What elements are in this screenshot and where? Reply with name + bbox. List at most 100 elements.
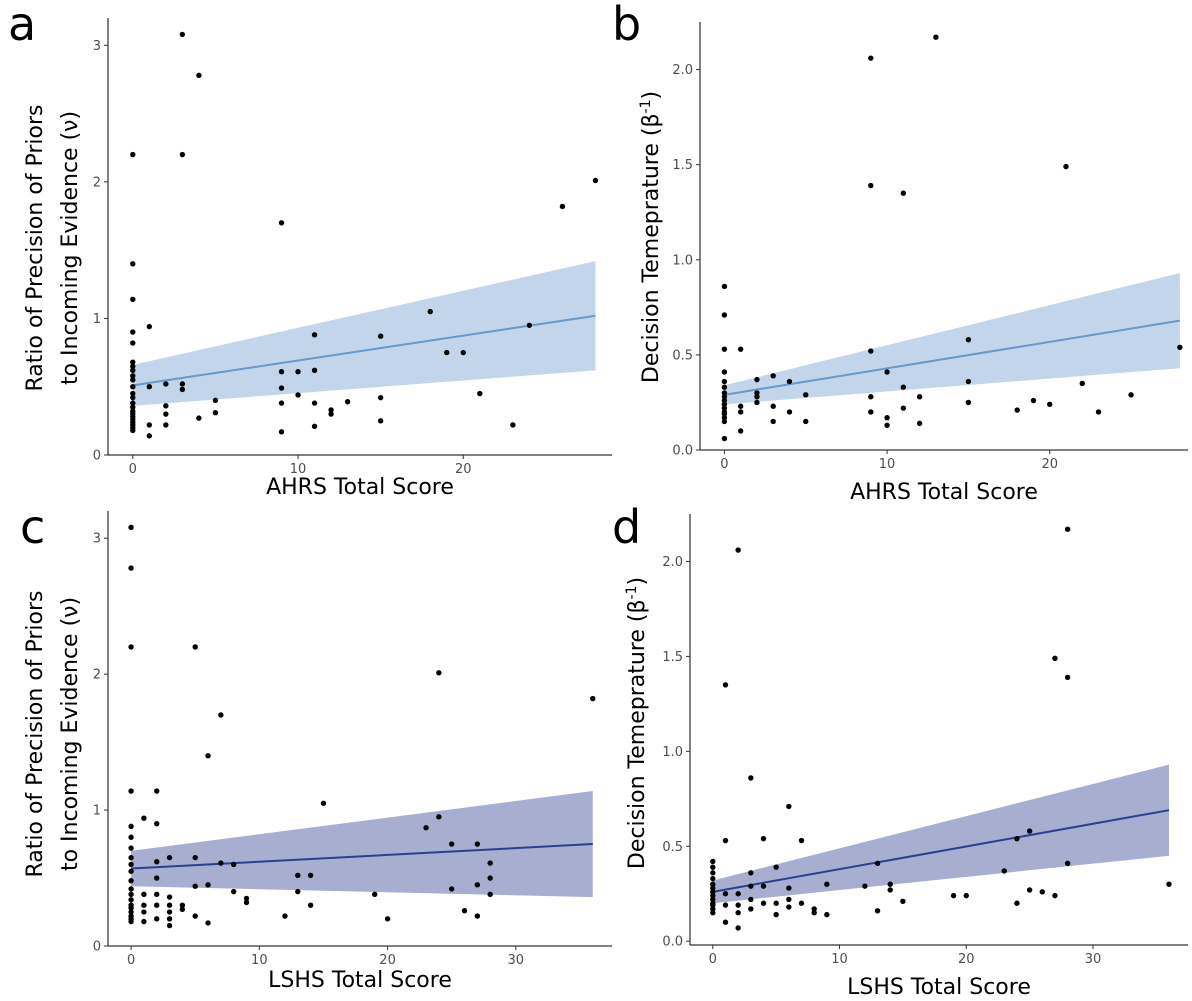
data-point: [384, 916, 391, 922]
y-tick-label: 1.5: [662, 650, 683, 665]
data-point: [163, 381, 169, 387]
data-point: [824, 881, 830, 887]
data-point: [526, 322, 533, 328]
data-point: [130, 404, 136, 410]
data-point: [477, 390, 483, 397]
data-point: [722, 919, 729, 925]
data-point: [128, 909, 134, 915]
data-point: [590, 695, 596, 702]
y-axis-title: Ratio of Precision of Priors: [23, 104, 48, 391]
y-tick-label: 0: [93, 449, 101, 464]
data-point: [710, 875, 716, 882]
data-point: [710, 885, 716, 891]
data-point: [278, 400, 285, 406]
data-point: [748, 896, 754, 903]
data-point: [1063, 163, 1069, 170]
data-point: [166, 922, 173, 929]
data-point: [721, 401, 728, 408]
data-point: [721, 346, 728, 352]
data-point: [128, 524, 134, 531]
data-point: [735, 910, 741, 916]
data-point: [154, 916, 160, 922]
x-tick-label: 0: [127, 953, 135, 968]
data-point: [128, 644, 134, 650]
data-point: [1052, 655, 1058, 661]
x-tick-label: 0: [709, 952, 717, 967]
data-point: [130, 377, 136, 383]
x-axis-title: LSHS Total Score: [268, 968, 452, 993]
y-axis-title: Decision Temeprature (β-1): [638, 91, 664, 383]
data-point: [811, 910, 817, 916]
panel-d: d 0 10 20 30 0.0 0.5 1.0 1.5 2.0 LSHS Total Score D…: [612, 500, 1188, 1000]
data-point: [128, 823, 134, 830]
y-axis-title: to Incoming Evidence (ν): [58, 597, 83, 871]
y-tick-label: 1.0: [672, 253, 693, 268]
data-point: [916, 420, 923, 427]
data-point: [130, 296, 136, 303]
data-point: [1014, 407, 1020, 413]
data-point: [722, 682, 729, 688]
data-point: [1052, 892, 1058, 899]
data-point: [710, 906, 716, 912]
data-point: [474, 882, 481, 888]
data-point: [798, 837, 805, 844]
data-point: [179, 386, 186, 393]
data-point: [721, 390, 728, 396]
data-point: [1095, 409, 1102, 415]
data-point: [721, 384, 728, 390]
data-point: [884, 414, 890, 421]
data-point: [1064, 674, 1071, 680]
data-point: [196, 72, 202, 79]
data-point: [192, 854, 198, 861]
regression-line: [131, 843, 593, 870]
x-tick-label: 10: [831, 952, 848, 967]
data-point: [344, 399, 351, 405]
data-point: [1026, 828, 1033, 834]
data-point: [900, 384, 907, 390]
y-tick-label: 3: [93, 39, 101, 54]
data-point: [748, 870, 754, 876]
data-point: [487, 891, 493, 898]
data-point: [166, 909, 173, 915]
data-point: [754, 376, 760, 383]
data-point: [130, 261, 136, 267]
data-point: [862, 883, 868, 889]
regression-line: [724, 319, 1181, 396]
data-point: [722, 891, 729, 897]
x-tick-label: 10: [290, 462, 307, 477]
data-point: [179, 31, 186, 38]
data-point: [278, 220, 285, 226]
data-point: [192, 644, 198, 650]
data-point: [887, 887, 893, 893]
data-point: [487, 875, 493, 881]
data-point: [163, 403, 169, 409]
data-point: [884, 422, 890, 428]
data-point: [130, 400, 136, 406]
data-point: [710, 870, 716, 876]
data-point: [1039, 889, 1045, 895]
data-point: [710, 864, 716, 870]
confidence-band: [712, 764, 1169, 904]
data-point: [130, 151, 136, 158]
data-point: [773, 864, 779, 870]
data-point: [128, 897, 134, 903]
data-point: [311, 400, 318, 406]
data-point: [737, 346, 744, 352]
data-point: [710, 900, 716, 906]
data-point: [146, 384, 153, 390]
data-point: [278, 385, 285, 391]
data-point: [179, 151, 186, 158]
y-tick-label: 2: [93, 668, 101, 683]
data-point: [748, 883, 754, 889]
data-point: [559, 203, 566, 210]
confidence-band: [132, 261, 596, 406]
data-point: [965, 378, 972, 385]
data-point: [710, 910, 716, 916]
data-point: [130, 373, 136, 379]
x-tick-label: 10: [251, 953, 268, 968]
data-point: [933, 34, 939, 40]
data-point: [320, 800, 327, 806]
data-point: [128, 913, 134, 919]
data-point: [166, 902, 173, 908]
data-point: [141, 909, 147, 915]
